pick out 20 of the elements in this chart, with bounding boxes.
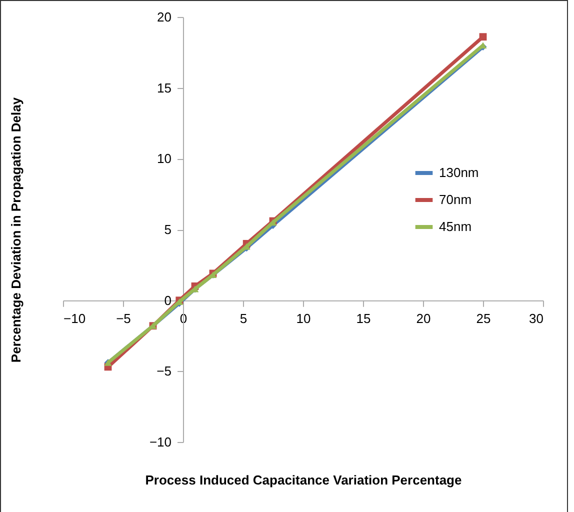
y-tick-label: 0 <box>164 292 172 308</box>
y-tick-label: −10 <box>149 434 172 450</box>
x-tick-label: 20 <box>416 310 431 326</box>
x-tick-label: −10 <box>64 310 86 326</box>
y-tick-label: 10 <box>157 151 172 166</box>
y-tick-label: 20 <box>157 10 172 24</box>
x-tick-label: 5 <box>240 310 248 326</box>
legend-label: 70nm <box>439 192 472 207</box>
legend-label: 130nm <box>439 165 479 180</box>
y-tick-label: 15 <box>157 80 172 96</box>
y-tick-label: −5 <box>156 364 172 379</box>
y-axis-title: Percentage Deviation in Propagation Delay <box>8 96 24 363</box>
x-tick-label: 10 <box>296 310 311 326</box>
x-tick-label: 25 <box>476 310 491 326</box>
y-tick-label: 5 <box>164 222 172 237</box>
x-tick-label: 30 <box>529 310 544 326</box>
x-tick-label: −5 <box>116 310 131 326</box>
legend-label: 45nm <box>439 219 472 234</box>
x-axis-title: Process Induced Capacitance Variation Percentage <box>145 472 462 488</box>
x-tick-label: 15 <box>356 310 371 326</box>
